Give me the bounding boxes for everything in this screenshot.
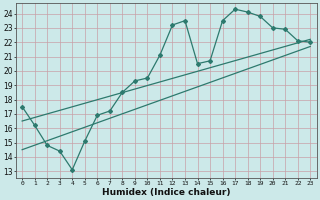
X-axis label: Humidex (Indice chaleur): Humidex (Indice chaleur) [102,188,230,197]
